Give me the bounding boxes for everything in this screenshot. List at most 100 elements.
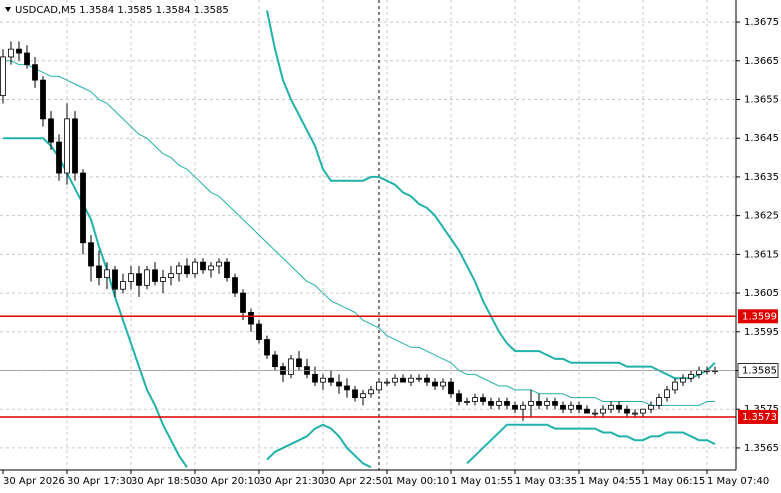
candle-body — [168, 273, 174, 278]
candle-body — [208, 265, 214, 271]
candle-body — [496, 401, 502, 406]
candle-body — [504, 401, 510, 406]
candle-body — [512, 404, 518, 410]
candle-body — [608, 404, 614, 410]
x-tick-label: 1 May 07:40 — [707, 476, 769, 487]
y-tick-label: 1.3645 — [744, 133, 779, 144]
candle-body — [680, 377, 686, 383]
current-price-box — [737, 363, 779, 378]
candle-body — [376, 381, 382, 391]
candle-body — [368, 389, 374, 395]
candle-body — [392, 377, 398, 383]
x-tick-label: 30 Apr 17:30 — [67, 476, 132, 487]
candle-body — [480, 397, 486, 402]
candle-body — [400, 377, 406, 383]
candle-body — [344, 385, 350, 391]
candle-body — [616, 404, 622, 410]
candle-body — [416, 377, 422, 380]
candle-body — [296, 358, 302, 368]
x-tick-label: 30 Apr 20:10 — [195, 476, 260, 487]
candle-body — [200, 261, 206, 271]
candle-body — [640, 408, 646, 414]
candle-body — [136, 273, 142, 286]
candle-body — [592, 412, 598, 415]
candle-body — [176, 265, 182, 275]
candle-body — [664, 389, 670, 399]
candle-body — [72, 118, 78, 174]
x-tick-label: 30 Apr 2026 — [3, 476, 65, 487]
level-label: 1.3599 — [742, 311, 777, 322]
candle-body — [240, 292, 246, 313]
candle-body — [16, 48, 22, 54]
candle-body — [328, 377, 334, 383]
candle-body — [192, 261, 198, 275]
candle-body — [40, 79, 46, 120]
x-tick-label: 1 May 06:15 — [643, 476, 705, 487]
candle-body — [448, 381, 454, 395]
candle-body — [672, 381, 678, 391]
candle-body — [128, 273, 134, 282]
candle-body — [184, 265, 190, 275]
plot-layer — [0, 10, 736, 469]
candle-body — [248, 312, 254, 325]
x-tick-label: 1 May 00:10 — [387, 476, 449, 487]
candle-body — [576, 404, 582, 410]
candle-body — [144, 269, 150, 286]
y-tick-label: 1.3635 — [744, 172, 779, 183]
band-lower — [3, 137, 188, 468]
candle-body — [224, 261, 230, 278]
y-tick-label: 1.3575 — [744, 404, 779, 415]
candle-body — [24, 52, 30, 66]
x-tick-label: 30 Apr 21:30 — [259, 476, 324, 487]
candle-body — [288, 358, 294, 375]
candle-body — [216, 261, 222, 267]
candle-body — [528, 401, 534, 406]
grid-layer — [0, 0, 736, 470]
candle-body — [600, 408, 606, 414]
candle-body — [656, 397, 662, 406]
candle-body — [552, 401, 558, 406]
level-box — [738, 309, 778, 324]
candle-body — [312, 373, 318, 383]
candle-body — [624, 408, 630, 414]
candle-body — [536, 401, 542, 406]
candle-body — [520, 404, 526, 410]
candle-body — [32, 64, 38, 81]
y-tick-label: 1.3625 — [744, 211, 779, 222]
x-tick-label: 1 May 03:35 — [515, 476, 577, 487]
candle-body — [264, 339, 270, 356]
band-lower — [466, 423, 716, 465]
candle-body — [584, 408, 590, 414]
candle-body — [272, 354, 278, 368]
candle-body — [336, 381, 342, 387]
title-background — [2, 2, 202, 18]
y-tick-label: 1.3605 — [744, 288, 779, 299]
candle-body — [688, 373, 694, 379]
y-tick-label: 1.3665 — [744, 56, 779, 67]
candle-body — [112, 269, 118, 290]
candle-body — [152, 269, 158, 282]
title-arrow — [5, 7, 11, 12]
chart-title: USDCAD,M5 1.3584 1.3585 1.3584 1.3585 — [15, 5, 229, 16]
candle-body — [160, 277, 166, 282]
candle-body — [360, 393, 366, 399]
candle-body — [352, 389, 358, 399]
candle-body — [472, 397, 478, 402]
candle-body — [440, 381, 446, 387]
candle-body — [320, 377, 326, 383]
y-tick-label: 1.3565 — [744, 443, 779, 454]
candle-body — [256, 323, 262, 340]
candle-body — [696, 370, 702, 375]
axis-layer: 1.3675 1.3665 1.3655 1.3645 1.3635 1.3625 1.36… — [2, 17, 779, 487]
candle-body — [384, 381, 390, 384]
candle-body — [408, 377, 414, 383]
y-tick-label: 1.3655 — [744, 94, 779, 105]
candle-body — [456, 393, 462, 402]
x-tick-label: 1 May 01:55 — [451, 476, 513, 487]
candle-body — [56, 141, 62, 174]
candle-body — [560, 404, 566, 410]
y-tick-label: 1.3615 — [744, 249, 779, 260]
x-tick-label: 30 Apr 22:50 — [323, 476, 388, 487]
